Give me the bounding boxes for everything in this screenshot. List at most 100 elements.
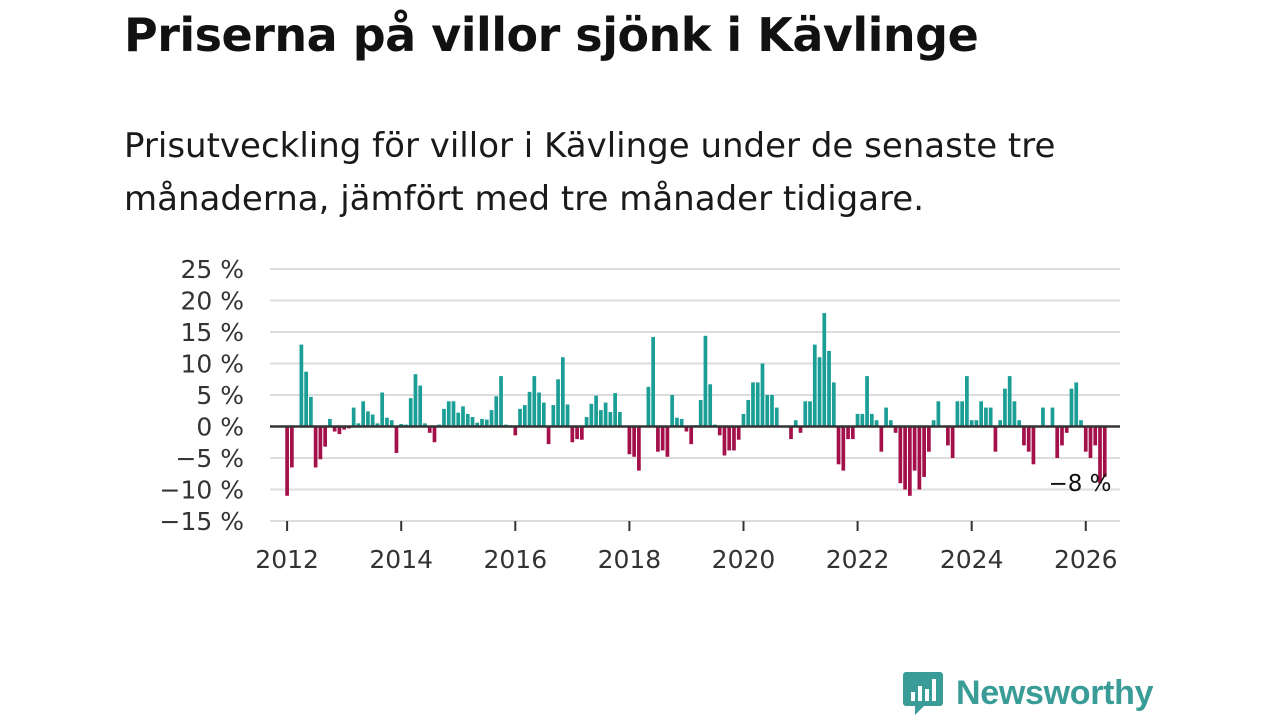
chart-bar — [1088, 426, 1093, 458]
chart-bar — [375, 423, 380, 427]
chart-bar — [413, 374, 418, 427]
chart-bar — [903, 426, 907, 490]
chart-bar — [727, 426, 732, 451]
chart-bar — [679, 418, 684, 427]
chart-bar — [565, 404, 570, 427]
chart-bar — [299, 344, 304, 427]
price-change-bar-chart: −15 %−10 % −5 %0 % 5 %10 % 15 %20 % 25 % 2012… — [160, 255, 1120, 574]
chart-bar — [656, 426, 660, 452]
y-tick-label: 25 % — [180, 255, 244, 284]
y-tick-label: 10 % — [180, 350, 244, 379]
chart-bar — [560, 357, 565, 427]
chart-grid — [270, 268, 1120, 522]
chart-bar — [803, 401, 808, 427]
chart-bar — [332, 426, 337, 432]
chart-bar — [451, 401, 456, 427]
chart-bar — [746, 400, 751, 427]
chart-bar — [722, 426, 727, 456]
chart-bar — [898, 426, 903, 484]
chart-bar — [884, 407, 888, 427]
chart-bar — [494, 396, 499, 427]
x-tick-label: 2020 — [712, 545, 776, 574]
chart-bar — [470, 417, 475, 427]
chart-bar — [689, 426, 694, 445]
chart-bar — [1102, 426, 1107, 477]
chart-bar — [594, 395, 598, 427]
chart-bar — [1060, 426, 1064, 446]
chart-bar — [551, 405, 556, 427]
chart-bar — [960, 401, 964, 427]
chart-bar — [751, 382, 755, 427]
chart-bar — [1012, 401, 1017, 427]
chart-bar — [965, 376, 969, 427]
chart-bars — [285, 313, 1107, 496]
chart-bar — [874, 420, 879, 427]
chart-bar — [285, 426, 289, 496]
chart-bar — [318, 426, 323, 460]
chart-bar — [637, 426, 641, 471]
newsworthy-logo-icon — [903, 672, 943, 715]
chart-bar — [408, 398, 413, 427]
chart-bar — [527, 391, 532, 427]
chart-bar — [912, 426, 917, 471]
chart-bar — [570, 426, 575, 443]
y-tick-label: −5 % — [175, 444, 244, 473]
chart-bar — [1050, 407, 1055, 427]
chart-bar — [1079, 420, 1083, 427]
x-tick-label: 2016 — [483, 545, 547, 574]
chart-bar — [736, 426, 741, 440]
chart-bar — [789, 426, 793, 440]
chart-bar — [480, 418, 484, 427]
chart-bar — [537, 392, 541, 427]
chart-bar — [1093, 426, 1098, 446]
y-tick-label: 5 % — [196, 381, 244, 410]
chart-bar — [1069, 388, 1074, 427]
chart-bar — [703, 335, 708, 427]
chart-bar — [1017, 420, 1022, 427]
chart-bar — [313, 426, 318, 468]
chart-bar — [1083, 426, 1088, 452]
chart-bar — [442, 408, 446, 427]
chart-bar — [836, 426, 841, 465]
chart-bar — [741, 413, 746, 427]
chart-bar — [760, 363, 765, 427]
chart-bar — [841, 426, 846, 471]
chart-bar — [456, 412, 461, 427]
chart-bar — [860, 413, 865, 427]
chart-bar — [969, 420, 974, 427]
chart-bar — [812, 344, 817, 427]
chart-bar — [946, 426, 950, 446]
chart-bar — [651, 337, 656, 427]
chart-bar — [532, 376, 537, 427]
chart-bar — [879, 426, 884, 452]
chart-bar — [446, 401, 451, 427]
chart-bar — [599, 410, 603, 427]
chart-bar — [513, 426, 518, 436]
chart-bar — [613, 393, 617, 427]
chart-bar — [827, 350, 831, 427]
chart-bar — [499, 376, 503, 427]
chart-bar — [556, 379, 560, 427]
x-tick-label: 2022 — [826, 545, 890, 574]
chart-bar — [1022, 426, 1026, 446]
chart-bar — [385, 417, 389, 427]
chart-bar — [993, 426, 998, 452]
chart-bar — [817, 357, 822, 427]
chart-bar — [584, 417, 589, 427]
chart-bar — [579, 426, 584, 440]
chart-bar — [717, 426, 722, 436]
chart-bar — [850, 426, 855, 440]
page-subtitle: Prisutveckling för villor i Kävlinge und… — [124, 126, 1056, 219]
chart-bar — [603, 402, 608, 427]
chart-bar — [465, 413, 470, 427]
chart-bar — [670, 395, 675, 427]
chart-bar — [908, 426, 912, 496]
chart-bar — [770, 395, 774, 427]
chart-bar — [309, 396, 313, 427]
brand-logo: Newsworthy — [902, 670, 1154, 716]
x-tick-label: 2014 — [369, 545, 433, 574]
chart-bar — [888, 420, 893, 427]
chart-bar — [646, 386, 651, 427]
chart-bar — [337, 426, 342, 435]
chart-bar — [1064, 426, 1069, 433]
